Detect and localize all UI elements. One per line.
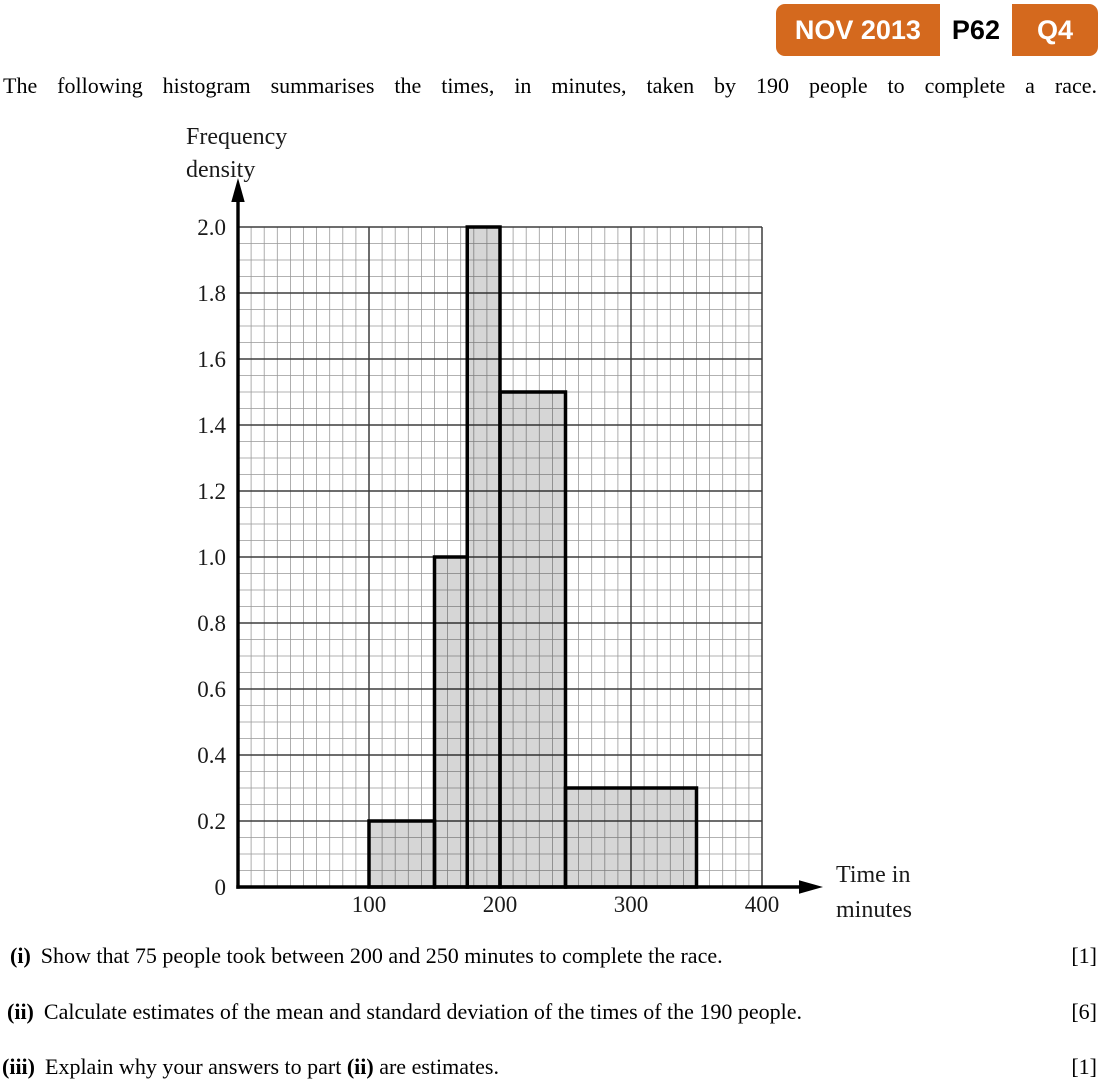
question-text: Calculate estimates of the mean and stan… (43, 999, 803, 1024)
histogram-bar-150-175 (432, 555, 469, 889)
marks-badge: [6] (1071, 999, 1097, 1024)
x-tick-label: 100 (352, 892, 387, 917)
y-tick-label: 1.0 (197, 545, 226, 570)
question-part-i: (i) Show that 75 people took between 200 … (0, 941, 1100, 970)
marks-badge: [1] (1071, 943, 1097, 968)
histogram-bar-200-250 (498, 390, 568, 889)
y-axis-title: Frequency (186, 124, 287, 150)
y-tick-label: 2.0 (197, 215, 226, 240)
y-tick-label: 1.2 (197, 479, 226, 504)
histogram-chart: 0 0.2 0.4 0.6 0.8 1.0 1.2 1.4 1.6 1.8 2.0 100 200 300… (186, 124, 912, 923)
y-axis-arrowhead (231, 178, 245, 202)
y-tick-label: 0.2 (197, 809, 226, 834)
y-tick-label: 0 (215, 875, 227, 900)
x-axis-arrowhead (799, 880, 823, 894)
badge-question-number: Q4 (1011, 4, 1098, 56)
question-text: Explain why your answers to part (ii) ar… (45, 1054, 499, 1079)
x-tick-label: 300 (614, 892, 649, 917)
x-tick-label: 200 (483, 892, 518, 917)
x-tick-label: 400 (745, 892, 780, 917)
question-label: (ii) (7, 999, 34, 1024)
y-axis-title: density (186, 157, 255, 183)
histogram-bar-100-150 (367, 819, 437, 889)
question-intro-text: The following histogram summarises the t… (3, 73, 1097, 98)
axes (231, 178, 823, 894)
question-label: (i) (10, 943, 31, 968)
x-axis-title: Time in (836, 862, 910, 888)
y-tick-label: 1.8 (197, 281, 226, 306)
axis-labels: 0 0.2 0.4 0.6 0.8 1.0 1.2 1.4 1.6 1.8 2.0 100 200 300… (186, 124, 912, 923)
question-text: Show that 75 people took between 200 and… (40, 943, 723, 968)
exam-badge: NOV 2013 P62 Q4 (775, 4, 1098, 56)
y-tick-label: 1.4 (197, 413, 226, 438)
y-tick-label: 0.4 (197, 743, 226, 768)
y-tick-label: 0.6 (197, 677, 226, 702)
marks-badge: [1] (1071, 1054, 1097, 1079)
histogram-bar-250-350 (563, 786, 699, 889)
badge-paper-number: P62 (939, 4, 1012, 56)
histogram-bars (367, 225, 699, 889)
y-tick-label: 0.8 (197, 611, 226, 636)
question-part-iii: (iii) Explain why your answers to part (i… (0, 1052, 1100, 1081)
x-axis-title: minutes (836, 897, 912, 923)
y-tick-label: 1.6 (197, 347, 226, 372)
question-label: (iii) (2, 1054, 35, 1079)
badge-session: NOV 2013 (775, 4, 940, 56)
question-part-ii: (ii) Calculate estimates of the mean and … (0, 997, 1100, 1026)
histogram-bar-175-200 (465, 225, 502, 889)
